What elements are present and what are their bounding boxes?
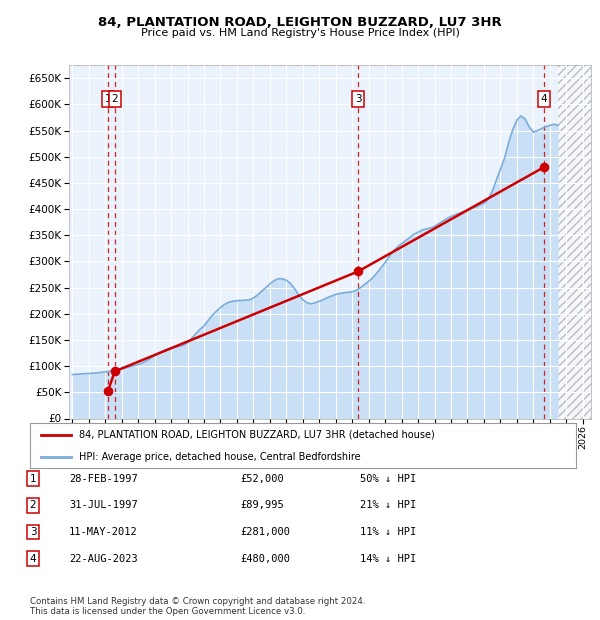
Text: 21% ↓ HPI: 21% ↓ HPI: [360, 500, 416, 510]
Text: £89,995: £89,995: [240, 500, 284, 510]
Point: [353, 267, 363, 277]
Text: £52,000: £52,000: [240, 474, 284, 484]
Text: 2: 2: [112, 94, 118, 104]
Text: 84, PLANTATION ROAD, LEIGHTON BUZZARD, LU7 3HR: 84, PLANTATION ROAD, LEIGHTON BUZZARD, L…: [98, 16, 502, 29]
Bar: [558, 65, 591, 418]
Text: This data is licensed under the Open Government Licence v3.0.: This data is licensed under the Open Gov…: [30, 607, 305, 616]
Text: 4: 4: [29, 554, 37, 564]
Text: 1: 1: [104, 94, 111, 104]
Point: [539, 162, 549, 172]
Text: 11-MAY-2012: 11-MAY-2012: [69, 527, 138, 537]
Text: 28-FEB-1997: 28-FEB-1997: [69, 474, 138, 484]
Text: HPI: Average price, detached house, Central Bedfordshire: HPI: Average price, detached house, Cent…: [79, 452, 361, 462]
Bar: [558, 65, 591, 418]
Text: 2: 2: [29, 500, 37, 510]
Text: 3: 3: [355, 94, 361, 104]
Text: Contains HM Land Registry data © Crown copyright and database right 2024.: Contains HM Land Registry data © Crown c…: [30, 597, 365, 606]
Text: £480,000: £480,000: [240, 554, 290, 564]
Text: £281,000: £281,000: [240, 527, 290, 537]
Text: 4: 4: [541, 94, 547, 104]
Point: [103, 386, 113, 396]
Text: 22-AUG-2023: 22-AUG-2023: [69, 554, 138, 564]
Text: 1: 1: [29, 474, 37, 484]
Text: 84, PLANTATION ROAD, LEIGHTON BUZZARD, LU7 3HR (detached house): 84, PLANTATION ROAD, LEIGHTON BUZZARD, L…: [79, 430, 435, 440]
Text: 50% ↓ HPI: 50% ↓ HPI: [360, 474, 416, 484]
Text: Price paid vs. HM Land Registry's House Price Index (HPI): Price paid vs. HM Land Registry's House …: [140, 28, 460, 38]
Text: 31-JUL-1997: 31-JUL-1997: [69, 500, 138, 510]
Text: 3: 3: [29, 527, 37, 537]
Text: 11% ↓ HPI: 11% ↓ HPI: [360, 527, 416, 537]
Text: 14% ↓ HPI: 14% ↓ HPI: [360, 554, 416, 564]
Point: [110, 366, 119, 376]
